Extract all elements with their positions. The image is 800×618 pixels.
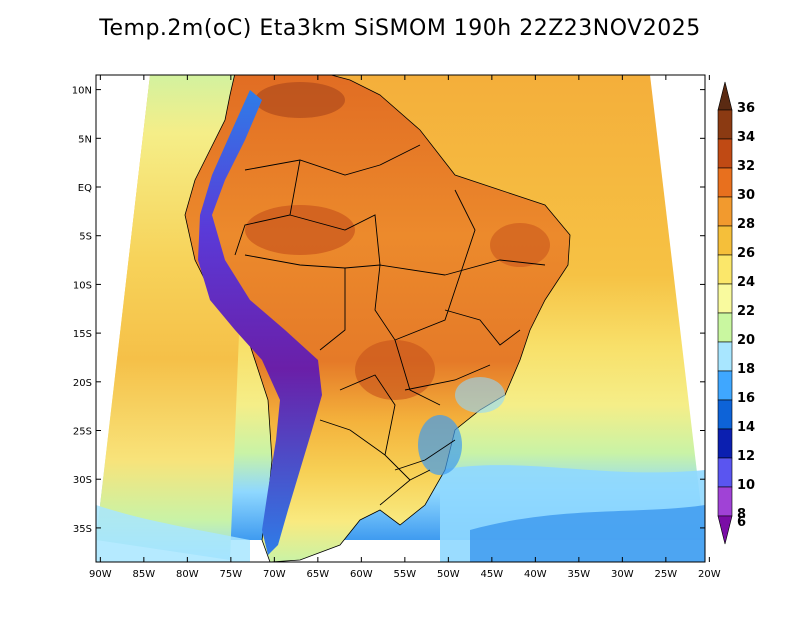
colorbar-segment (717, 457, 733, 488)
lon-label: 80W (176, 569, 199, 580)
colorbar-label: 32 (737, 159, 755, 174)
colorbar: 36 34 32 30 28 26 24 22 20 18 16 14 12 10 86 (717, 81, 755, 545)
lon-label: 35W (568, 569, 591, 580)
lat-label: 15S (73, 329, 92, 340)
lon-label: 55W (394, 569, 417, 580)
north-hot-region (255, 82, 345, 118)
colorbar-bottom-arrow (717, 515, 733, 545)
lat-label: 5N (78, 134, 92, 145)
lon-label: 40W (524, 569, 547, 580)
country-borders (234, 144, 546, 506)
colorbar-segment (717, 312, 733, 343)
lat-label: EQ (78, 183, 92, 194)
colorbar-label: 16 (737, 391, 755, 406)
colorbar-label: 14 (737, 420, 755, 435)
lon-label: 25W (655, 569, 678, 580)
south-pacific-cool (96, 505, 250, 562)
colorbar-segment (717, 225, 733, 256)
map-frame (95, 74, 706, 563)
lat-label: 35S (73, 524, 92, 535)
colorbar-top-arrow (717, 81, 733, 111)
lon-label: 60W (350, 569, 373, 580)
longitude-axis: 90W 85W 80W 75W 70W 65W 60W 55W 50W 45W 40W 35W 30W 2… (89, 75, 721, 580)
colorbar-segment (717, 370, 733, 401)
colorbar-segment (717, 341, 733, 372)
lat-label: 10N (72, 86, 92, 97)
colorbar-label: 36 (737, 101, 755, 116)
lon-label: 85W (133, 569, 156, 580)
colorbar-label: 20 (737, 333, 755, 348)
lat-label: 5S (79, 232, 92, 243)
map-title: Temp.2m(oC) Eta3km SiSMOM 190h 22Z23NOV2… (99, 16, 701, 41)
lat-label: 25S (73, 427, 92, 438)
lon-label: 75W (220, 569, 243, 580)
colorbar-segment (717, 283, 733, 314)
lon-label: 65W (307, 569, 330, 580)
colorbar-segment (717, 109, 733, 140)
latitude-axis: 10N 5N EQ 5S 10S 15S 20S 25S 30S 35S (72, 86, 705, 535)
southeast-mild-region (455, 377, 505, 413)
andes-cold-strip (198, 90, 322, 555)
lon-label: 90W (89, 569, 112, 580)
colorbar-label: 34 (737, 130, 755, 145)
map-plot-area (96, 75, 705, 562)
southeast-cool-region (418, 415, 462, 475)
lon-label: 30W (611, 569, 634, 580)
lat-label: 20S (73, 378, 92, 389)
colorbar-segment (717, 486, 733, 517)
colorbar-segment (717, 138, 733, 169)
colorbar-segment (717, 428, 733, 459)
colorbar-label: 10 (737, 478, 755, 493)
colorbar-segment (717, 399, 733, 430)
lon-label: 45W (481, 569, 504, 580)
lat-label: 10S (73, 280, 92, 291)
northeast-hot-region (490, 223, 550, 267)
colorbar-segment (717, 167, 733, 198)
lon-label: 70W (263, 569, 286, 580)
colorbar-label: 12 (737, 449, 755, 464)
central-hot-region (355, 340, 435, 400)
colorbar-label: 26 (737, 246, 755, 261)
south-atlantic-colder (470, 505, 705, 562)
colorbar-label: 18 (737, 362, 755, 377)
colorbar-label: 24 (737, 275, 755, 290)
colorbar-label: 8 (737, 507, 746, 522)
lat-label: 30S (73, 475, 92, 486)
colorbar-segment (717, 196, 733, 227)
colorbar-label: 22 (737, 304, 755, 319)
amazon-hot-region (245, 205, 355, 255)
lon-label: 20W (698, 569, 721, 580)
lon-label: 50W (437, 569, 460, 580)
colorbar-label: 30 (737, 188, 755, 203)
colorbar-label: 6 (737, 515, 746, 530)
colorbar-label: 28 (737, 217, 755, 232)
colorbar-segment (717, 254, 733, 285)
